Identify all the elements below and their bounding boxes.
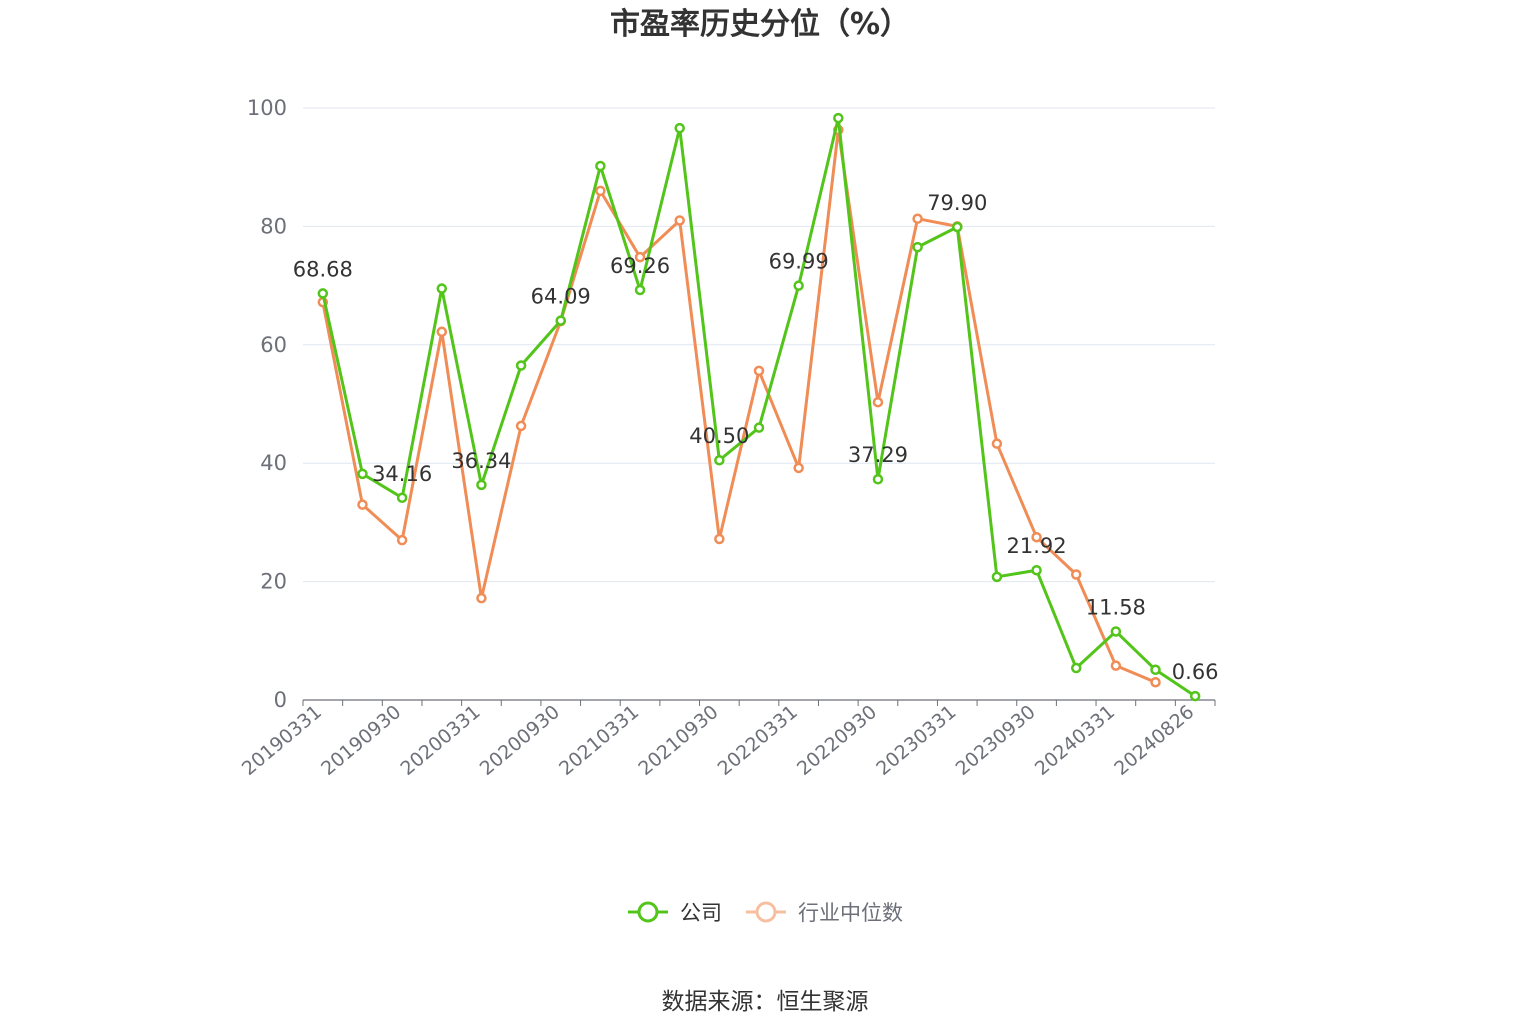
data-point[interactable] bbox=[436, 283, 448, 294]
data-point[interactable] bbox=[357, 468, 368, 480]
series-line bbox=[321, 128, 1157, 684]
data-label: 34.16 bbox=[372, 462, 432, 486]
data-label: 0.66 bbox=[1172, 660, 1219, 684]
x-tick-label: 20230331 bbox=[872, 701, 960, 780]
data-point[interactable] bbox=[872, 396, 884, 408]
data-point[interactable] bbox=[317, 288, 329, 299]
legend-item-0[interactable]: 公司 bbox=[628, 901, 722, 925]
data-point[interactable] bbox=[1031, 531, 1042, 543]
data-point[interactable] bbox=[674, 215, 685, 226]
series-1 bbox=[317, 124, 1161, 688]
data-point[interactable] bbox=[396, 492, 408, 504]
data-label: 69.26 bbox=[610, 254, 670, 278]
legend-label: 公司 bbox=[680, 901, 722, 925]
series-0 bbox=[317, 112, 1201, 702]
data-label: 21.92 bbox=[1007, 534, 1067, 558]
data-point[interactable] bbox=[793, 462, 804, 474]
x-tick-label: 20220930 bbox=[793, 701, 881, 780]
y-tick-label: 0 bbox=[274, 688, 287, 712]
data-label: 37.29 bbox=[848, 443, 908, 467]
data-point[interactable] bbox=[357, 499, 368, 510]
data-point[interactable] bbox=[753, 422, 765, 433]
legend[interactable]: 公司 行业中位数 bbox=[628, 901, 903, 925]
data-point[interactable] bbox=[476, 592, 487, 604]
series-layer bbox=[317, 112, 1201, 702]
y-tick-label: 100 bbox=[247, 96, 287, 120]
chart-title: 市盈率历史分位（%） bbox=[610, 7, 910, 42]
x-tick-label: 20240331 bbox=[1031, 701, 1119, 780]
data-point[interactable] bbox=[595, 160, 606, 172]
legend-label: 行业中位数 bbox=[798, 901, 903, 925]
data-point[interactable] bbox=[634, 284, 646, 296]
data-point[interactable] bbox=[952, 221, 963, 233]
data-point[interactable] bbox=[872, 473, 884, 485]
data-point[interactable] bbox=[1110, 660, 1122, 671]
data-label: 69.99 bbox=[769, 250, 829, 274]
data-point[interactable] bbox=[1150, 676, 1161, 688]
data-point[interactable] bbox=[1110, 626, 1122, 637]
data-label: 11.58 bbox=[1086, 595, 1146, 619]
data-point[interactable] bbox=[436, 326, 448, 338]
data-point[interactable] bbox=[991, 571, 1003, 583]
x-tick-label: 20210331 bbox=[555, 701, 643, 780]
y-tick-label: 60 bbox=[260, 333, 287, 357]
legend-marker bbox=[755, 901, 777, 923]
x-tick-label: 20200331 bbox=[396, 701, 484, 780]
legend-item-1[interactable]: 行业中位数 bbox=[746, 901, 903, 925]
x-axis: 2019033120190930202003312020093020210331… bbox=[238, 699, 1216, 780]
data-label: 64.09 bbox=[531, 285, 591, 309]
data-point[interactable] bbox=[555, 315, 566, 326]
data-label: 79.90 bbox=[927, 191, 987, 215]
data-point[interactable] bbox=[476, 479, 487, 491]
data-point[interactable] bbox=[1189, 690, 1201, 702]
x-tick-label: 20190930 bbox=[317, 701, 405, 780]
data-point[interactable] bbox=[912, 241, 923, 253]
data-point[interactable] bbox=[674, 122, 685, 134]
legend-marker bbox=[637, 901, 659, 923]
x-tick-label: 20200930 bbox=[476, 701, 564, 780]
data-point[interactable] bbox=[793, 280, 804, 291]
data-labels: 68.68 34.16 36.34 64.09 69.26 40.50 69.99 37.29… bbox=[293, 191, 1219, 684]
x-tick-label: 20220331 bbox=[714, 701, 802, 780]
x-tick-label: 20210930 bbox=[634, 701, 722, 780]
data-point[interactable] bbox=[833, 112, 844, 124]
data-point[interactable] bbox=[714, 454, 725, 466]
data-point[interactable] bbox=[1031, 564, 1042, 576]
data-label: 36.34 bbox=[451, 449, 511, 473]
y-tick-label: 20 bbox=[260, 570, 287, 594]
y-tick-label: 40 bbox=[260, 451, 287, 475]
data-point[interactable] bbox=[515, 360, 527, 371]
y-tick-label: 80 bbox=[260, 214, 287, 238]
data-point[interactable] bbox=[714, 533, 725, 545]
grid bbox=[303, 107, 1215, 701]
x-tick-label: 20190331 bbox=[238, 701, 326, 780]
data-point[interactable] bbox=[912, 213, 923, 224]
source-note: 数据来源：恒生聚源 bbox=[662, 989, 869, 1015]
data-point[interactable] bbox=[1150, 664, 1161, 676]
data-point[interactable] bbox=[753, 365, 765, 377]
data-point[interactable] bbox=[634, 251, 646, 263]
data-label: 40.50 bbox=[689, 424, 749, 448]
data-point[interactable] bbox=[1070, 662, 1082, 674]
y-axis: 0 20 40 60 80 100 bbox=[247, 96, 287, 712]
x-tick-label: 20230930 bbox=[952, 701, 1040, 780]
data-point[interactable] bbox=[595, 185, 606, 197]
data-point[interactable] bbox=[396, 534, 408, 546]
x-tick-label: 20240826 bbox=[1110, 701, 1198, 780]
data-point[interactable] bbox=[991, 438, 1003, 449]
data-point[interactable] bbox=[1070, 569, 1082, 580]
data-point[interactable] bbox=[515, 420, 527, 432]
data-label: 68.68 bbox=[293, 257, 353, 281]
